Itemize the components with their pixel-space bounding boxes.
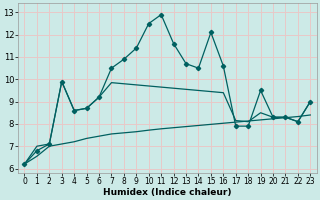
X-axis label: Humidex (Indice chaleur): Humidex (Indice chaleur) [103, 188, 232, 197]
